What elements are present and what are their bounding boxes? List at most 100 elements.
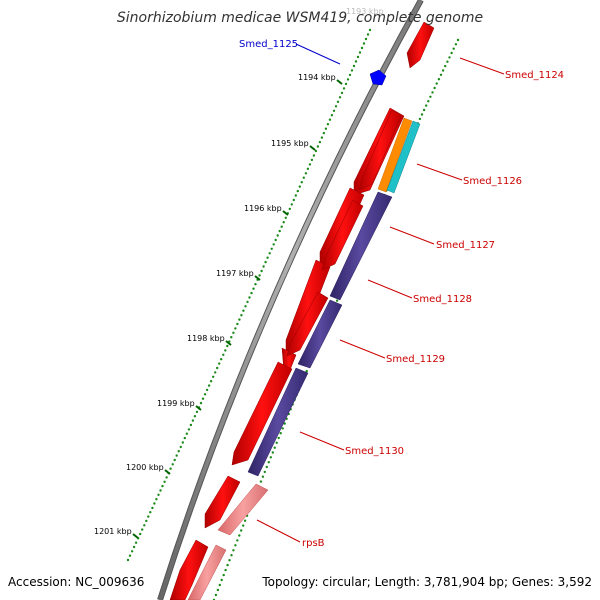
scale-dot (350, 69, 354, 72)
scale-dot (214, 593, 218, 597)
scale-dot (252, 287, 255, 290)
scale-dot (324, 127, 328, 130)
gene-label-smed-1129[interactable]: Smed_1129 (386, 354, 445, 365)
gene-smed-1124[interactable] (406, 21, 435, 69)
scale-dot (159, 489, 162, 492)
scale-dot (234, 544, 237, 547)
scale-dot (224, 349, 227, 352)
scale-dot (308, 163, 312, 166)
orange-feature[interactable] (377, 117, 413, 193)
gene-label-rpsb[interactable]: rpsB (302, 538, 325, 549)
label-leaders (256, 43, 505, 543)
genome-summary: Topology: circular; Length: 3,781,904 bp… (261, 575, 592, 589)
gene-smed-1126-a[interactable] (358, 109, 402, 191)
kbp-tick-label: 1201 kbp (94, 527, 132, 536)
kbp-tick: 1200 kbp (126, 463, 171, 475)
gene-label-smed-1125[interactable]: Smed_1125 (239, 39, 298, 50)
purple-cds-3[interactable] (247, 367, 309, 477)
scale-dot (151, 506, 154, 510)
scale-dot (230, 554, 233, 557)
scale-dot (220, 578, 223, 582)
scale-dot (126, 558, 130, 562)
kbp-tick: 1197 kbp (216, 269, 261, 281)
scale-dot (335, 299, 339, 302)
scale-dot (203, 393, 207, 396)
scale-dot (132, 545, 136, 549)
scale-dot (262, 265, 265, 268)
scale-dot (242, 309, 245, 312)
gene-label-smed-1127[interactable]: Smed_1127 (436, 240, 495, 251)
inner-scale-dots (212, 38, 460, 600)
gene-smed-1128-a[interactable] (286, 291, 329, 357)
scale-dot (332, 109, 336, 113)
purple-cds-2[interactable] (297, 299, 343, 369)
scale-dot (267, 461, 270, 464)
scale-dot (348, 73, 352, 77)
outer-scale-dots (126, 28, 372, 562)
scale-dot (290, 203, 293, 206)
scale-dot (212, 375, 215, 378)
blue-feature-smed-1125[interactable] (369, 69, 387, 86)
scale-dot (165, 476, 168, 479)
forward-strand-genes-row2 (286, 109, 402, 357)
scale-dot (316, 145, 320, 148)
kbp-tick: 1196 kbp (244, 204, 289, 216)
scale-dot (435, 82, 438, 85)
scale-dot (266, 256, 269, 259)
scale-dot (304, 172, 308, 175)
scale-dot (228, 559, 231, 562)
scale-dot (261, 475, 265, 478)
kbp-tick-label: 1200 kbp (126, 463, 164, 472)
scale-dot (163, 480, 166, 483)
scale-dot (191, 419, 195, 422)
gene-rpsb[interactable] (204, 475, 241, 529)
scale-dot (356, 55, 360, 59)
scale-dot (183, 436, 186, 440)
scale-dot (275, 441, 278, 444)
pink-rna-2[interactable] (187, 544, 227, 600)
scale-dot (433, 86, 436, 90)
accession-label: Accession: NC_009636 (8, 575, 144, 589)
scale-dot (149, 511, 152, 514)
scale-dot (298, 185, 301, 188)
gene-label-smed-1130[interactable]: Smed_1130 (345, 446, 404, 457)
scale-dot (306, 167, 310, 170)
scale-dot (240, 314, 243, 317)
gene-smed-1127-a[interactable] (321, 199, 364, 271)
scale-dot (268, 252, 271, 255)
scale-dot (143, 524, 146, 527)
scale-dot (366, 33, 370, 36)
scale-dot (446, 60, 449, 63)
scale-dot (173, 458, 176, 462)
scale-dot (425, 104, 428, 107)
gene-label-smed-1124[interactable]: Smed_1124 (505, 70, 564, 81)
scale-dot (265, 465, 268, 469)
scale-dot (230, 336, 233, 339)
kbp-tick: 1195 kbp (271, 139, 316, 151)
scale-dot (344, 82, 348, 86)
kbp-scale: 1194 kbp 1195 kbp 1196 kbp 1197 kbp 1198… (94, 73, 343, 539)
scale-dot (431, 91, 434, 94)
scale-dot (258, 274, 261, 277)
scale-dot (422, 108, 426, 112)
scale-dot (322, 131, 326, 135)
scale-dot (448, 56, 451, 59)
gene-next[interactable] (169, 539, 209, 600)
scale-dot (336, 100, 340, 104)
kbp-tick-label-top: 1193 kbp (346, 7, 384, 16)
scale-dot (269, 456, 272, 459)
pink-rna-1[interactable] (217, 483, 269, 536)
purple-cds-1[interactable] (329, 191, 393, 301)
scale-dot (358, 51, 362, 54)
scale-dot (305, 369, 308, 373)
scale-dot (360, 46, 364, 50)
cyan-feature[interactable] (386, 120, 421, 194)
scale-dot (427, 100, 430, 103)
scale-dot (240, 529, 243, 532)
gene-smed-1130[interactable] (231, 361, 293, 466)
scale-dot (330, 114, 334, 117)
scale-dot (429, 95, 432, 99)
scale-dot (141, 528, 144, 531)
gene-label-smed-1128[interactable]: Smed_1128 (413, 294, 472, 305)
gene-label-smed-1126[interactable]: Smed_1126 (463, 176, 522, 187)
